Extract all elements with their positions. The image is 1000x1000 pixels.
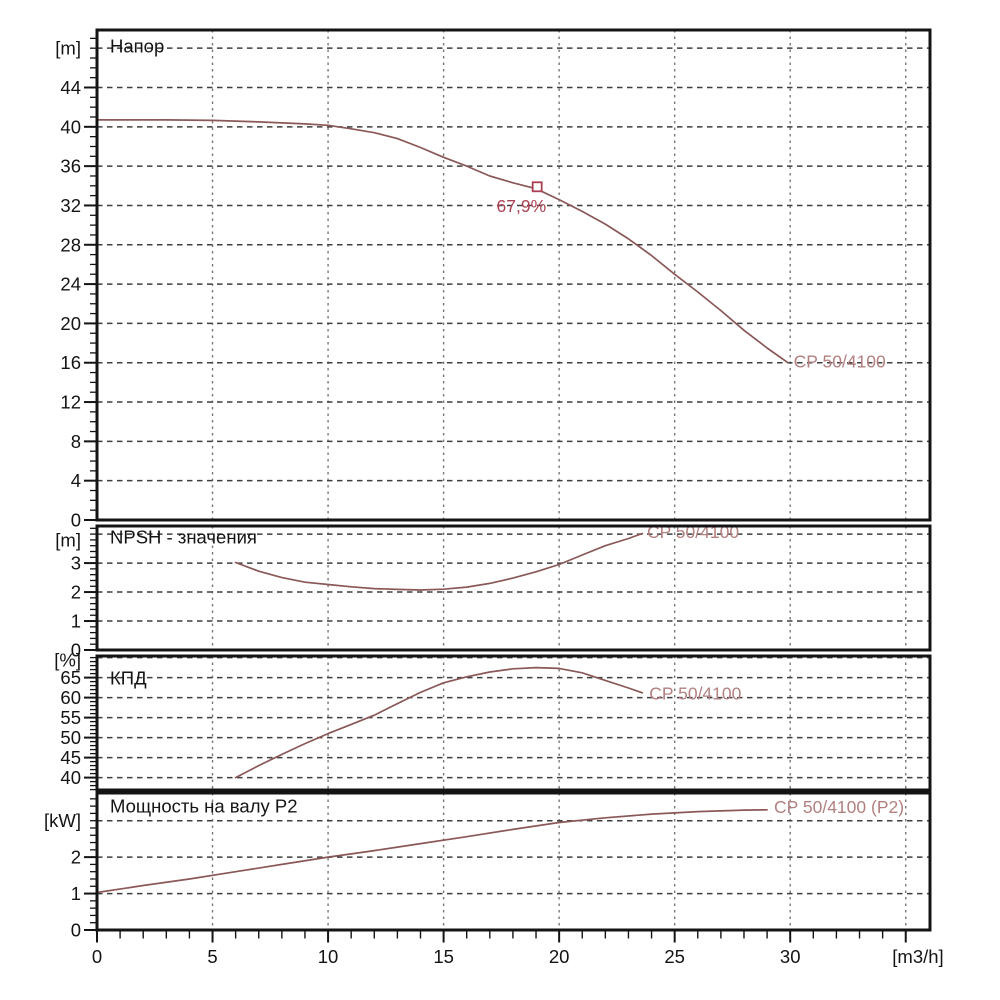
y-axis-tick-label: 2: [71, 847, 81, 868]
curve-label-efficiency: CP 50/4100: [649, 684, 741, 704]
y-axis-tick-label: 20: [60, 313, 81, 334]
curve-power: [96, 808, 768, 894]
y-axis-tick-label: 55: [60, 707, 81, 728]
y-axis-tick-label: 24: [60, 274, 81, 295]
y-axis-tick-label: 2: [71, 582, 81, 603]
panel-border-head: [95, 28, 932, 522]
y-axis-tick-label: 0: [71, 640, 81, 661]
panel-title-power: Мощность на валу P2: [110, 796, 298, 817]
duty-point-efficiency-label: 67,9%: [497, 196, 547, 216]
curve-efficiency: [234, 666, 644, 779]
x-axis-tick-label: 20: [549, 946, 570, 967]
y-axis-tick-label: 0: [71, 510, 81, 531]
y-axis-tick-label: 3: [71, 553, 81, 574]
y-axis-tick-label: 1: [71, 611, 81, 632]
x-axis-tick-label: 5: [207, 946, 217, 967]
y-axis-tick-label: 65: [60, 667, 81, 688]
x-axis-tick-label: 25: [664, 946, 685, 967]
x-axis-tick-label: 15: [433, 946, 454, 967]
y-axis-tick-label: 44: [60, 77, 81, 98]
y-axis-tick-label: 0: [71, 920, 81, 941]
panel-title-head: Напор: [110, 36, 164, 57]
y-axis-tick-label: 40: [60, 767, 81, 788]
y-axis-tick-label: 16: [60, 352, 81, 373]
panel-border-npsh: [95, 524, 932, 652]
duty-point-marker: [531, 181, 543, 193]
curve-npsh: [234, 532, 644, 591]
x-axis-tick-label: 0: [92, 946, 102, 967]
y-axis-unit-label: [m]: [55, 38, 81, 59]
curve-head: [96, 119, 789, 364]
curve-label-power: CP 50/4100 (P2): [774, 797, 904, 817]
panel-title-efficiency: КПД: [110, 668, 147, 689]
y-axis-tick-label: 28: [60, 234, 81, 255]
y-axis-tick-label: 8: [71, 431, 81, 452]
y-axis-tick-label: 40: [60, 116, 81, 137]
x-axis-tick-label: 10: [318, 946, 339, 967]
y-axis-tick-label: 1: [71, 883, 81, 904]
y-axis-tick-label: 45: [60, 747, 81, 768]
x-axis-unit-label: [m3/h]: [892, 946, 943, 967]
y-axis-tick-label: 4: [71, 470, 81, 491]
panel-border-efficiency: [95, 654, 932, 792]
y-axis-unit-label: [kW]: [44, 810, 81, 831]
curve-label-head: CP 50/4100: [794, 352, 886, 372]
y-axis-tick-label: 36: [60, 156, 81, 177]
x-axis-tick-label: 30: [780, 946, 801, 967]
y-axis-tick-label: 50: [60, 727, 81, 748]
panel-title-npsh: NPSH - значения: [110, 527, 257, 548]
y-axis-unit-label: [%]: [54, 650, 81, 671]
y-axis-tick-label: 60: [60, 687, 81, 708]
y-axis-tick-label: 32: [60, 195, 81, 216]
y-axis-unit-label: [m]: [55, 529, 81, 550]
y-axis-tick-label: 12: [60, 392, 81, 413]
